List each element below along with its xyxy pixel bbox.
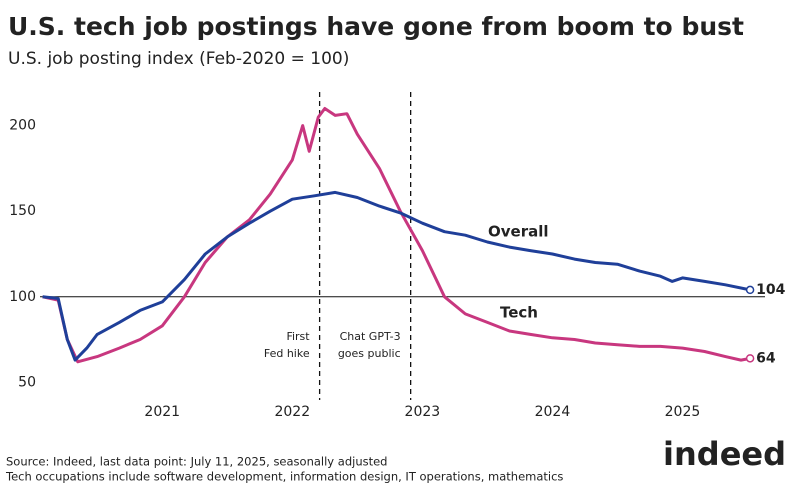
y-tick-label: 100 xyxy=(9,289,36,305)
note: Tech occupations include software develo… xyxy=(5,470,563,484)
x-tick-label: 2023 xyxy=(405,404,441,420)
y-tick-label: 50 xyxy=(18,374,36,390)
logo: indeed xyxy=(663,435,786,473)
end-label: 64 xyxy=(756,350,776,366)
end-marker xyxy=(745,354,755,363)
annotation-text: Chat GPT-3 xyxy=(340,330,401,343)
series-line xyxy=(42,107,751,364)
end-marker xyxy=(745,285,755,295)
x-tick-label: 2025 xyxy=(665,404,701,420)
chart-subtitle: U.S. job posting index (Feb-2020 = 100) xyxy=(8,49,349,69)
chart-title: U.S. tech job postings have gone from bo… xyxy=(8,12,744,41)
series-label: Overall xyxy=(488,223,549,241)
series-line xyxy=(42,190,751,362)
y-tick-label: 200 xyxy=(9,118,36,134)
annotation-text: Fed hike xyxy=(264,347,310,360)
x-tick-label: 2021 xyxy=(144,404,180,420)
x-tick-label: 2022 xyxy=(274,404,310,420)
x-tick-label: 2024 xyxy=(535,404,571,420)
end-label: 104 xyxy=(756,282,785,298)
source: Source: Indeed, last data point: July 11… xyxy=(6,455,387,469)
y-tick-label: 150 xyxy=(9,203,36,219)
annotation-text: goes public xyxy=(338,347,401,360)
annotation-text: First xyxy=(286,330,310,343)
series-label: Tech xyxy=(500,304,538,322)
